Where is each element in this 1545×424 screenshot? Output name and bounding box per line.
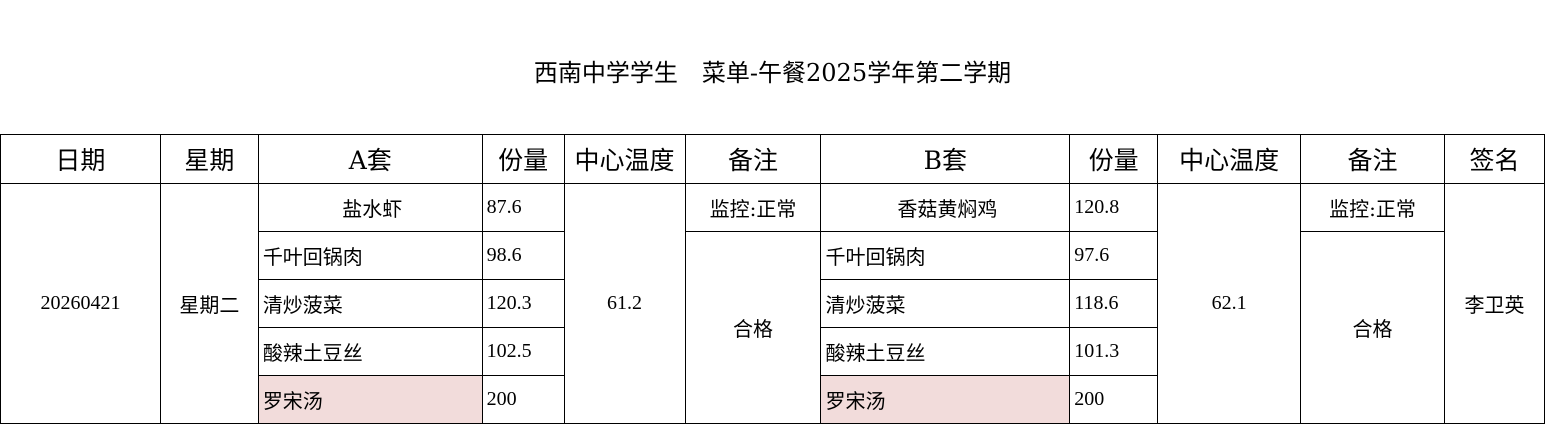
- sheet-title: 西南中学学生 菜单-午餐2025学年第二学期: [533, 59, 1012, 87]
- table-row: 20260421 星期二 盐水虾 87.6 61.2 监控:正常 香菇黄焖鸡 1…: [0, 183, 1545, 424]
- header-weekday[interactable]: 星期: [159, 134, 259, 184]
- portion-b-cell[interactable]: 120.8: [1069, 183, 1159, 232]
- header-portion-b[interactable]: 份量: [1069, 134, 1159, 184]
- remark-a-cell[interactable]: 合格: [684, 231, 822, 424]
- portion-b-cell[interactable]: 97.6: [1069, 231, 1159, 280]
- header-set-b[interactable]: B套: [820, 134, 1071, 184]
- dish-a-cell[interactable]: 酸辣土豆丝: [257, 327, 483, 376]
- header-row: 日期 星期 A套 份量 中心温度 备注 B套 份量 中心温度 备注 签名: [0, 134, 1545, 184]
- dish-a-cell[interactable]: 清炒菠菜: [257, 279, 483, 328]
- weekday-cell[interactable]: 星期二: [159, 183, 259, 424]
- portion-b-cell[interactable]: 200: [1069, 375, 1159, 424]
- dish-a-cell[interactable]: 盐水虾: [257, 183, 483, 232]
- dish-a-cell[interactable]: 千叶回锅肉: [257, 231, 483, 280]
- header-temp-a[interactable]: 中心温度: [563, 134, 686, 184]
- header-portion-a[interactable]: 份量: [481, 134, 565, 184]
- temp-b-cell[interactable]: 62.1: [1157, 183, 1302, 424]
- date-cell[interactable]: 20260421: [0, 183, 161, 424]
- dish-a-cell[interactable]: 罗宋汤: [257, 375, 483, 424]
- monitor-b-cell[interactable]: 监控:正常: [1300, 183, 1445, 232]
- portion-a-cell[interactable]: 200: [481, 375, 565, 424]
- table-row: 千叶回锅肉 98.6 合格 千叶回锅肉 97.6 合格: [1, 231, 1545, 424]
- menu-table: 日期 星期 A套 份量 中心温度 备注 B套 份量 中心温度 备注 签名 202…: [0, 134, 1545, 424]
- dish-b-cell[interactable]: 酸辣土豆丝: [820, 327, 1071, 376]
- portion-a-cell[interactable]: 102.5: [481, 327, 565, 376]
- temp-a-cell[interactable]: 61.2: [563, 183, 686, 424]
- header-set-a[interactable]: A套: [257, 134, 483, 184]
- remark-b-cell[interactable]: 合格: [1300, 231, 1445, 424]
- table-row: 酸辣土豆丝 102.5 酸辣土豆丝 101.3: [1, 327, 1545, 376]
- header-date[interactable]: 日期: [0, 134, 161, 184]
- portion-b-cell[interactable]: 101.3: [1069, 327, 1159, 376]
- table-row: 罗宋汤 200 罗宋汤 200: [1, 375, 1545, 424]
- table-row: 清炒菠菜 120.3 清炒菠菜 118.6: [1, 279, 1545, 328]
- dish-b-cell[interactable]: 罗宋汤: [820, 375, 1071, 424]
- header-remark-b[interactable]: 备注: [1300, 134, 1445, 184]
- signature-cell[interactable]: 李卫英: [1443, 183, 1545, 424]
- header-temp-b[interactable]: 中心温度: [1157, 134, 1302, 184]
- header-signature[interactable]: 签名: [1443, 134, 1545, 184]
- header-remark-a[interactable]: 备注: [684, 134, 822, 184]
- portion-b-cell[interactable]: 118.6: [1069, 279, 1159, 328]
- dish-b-cell[interactable]: 清炒菠菜: [820, 279, 1071, 328]
- portion-a-cell[interactable]: 120.3: [481, 279, 565, 328]
- dish-b-cell[interactable]: 香菇黄焖鸡: [820, 183, 1071, 232]
- portion-a-cell[interactable]: 98.6: [481, 231, 565, 280]
- dish-b-cell[interactable]: 千叶回锅肉: [820, 231, 1071, 280]
- portion-a-cell[interactable]: 87.6: [481, 183, 565, 232]
- monitor-a-cell[interactable]: 监控:正常: [684, 183, 822, 232]
